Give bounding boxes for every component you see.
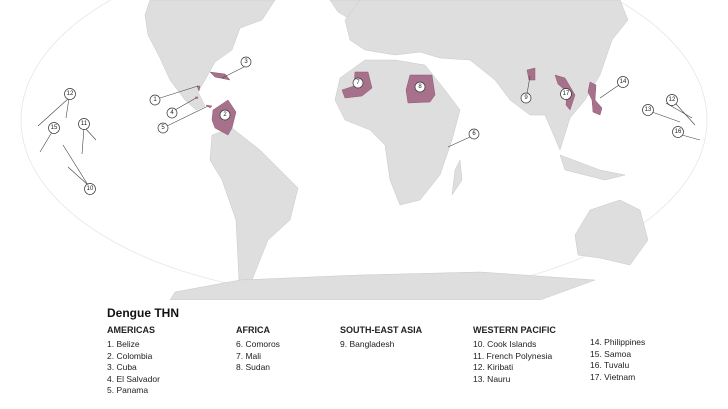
legend-item: 8. Sudan [236,362,271,372]
panama [205,104,213,109]
svg-text:2: 2 [223,112,227,118]
callout-17: 17 [560,88,572,100]
legend-item: 15. Samoa [590,348,632,359]
callout-9: 9 [520,92,532,104]
legend-item: 4. El Salvador [107,373,160,384]
legend-region-south-east-asia: SOUTH-EAST ASIA 9. Bangladesh [340,325,423,349]
legend-region-africa: AFRICA 6. Comoros 7. Mali 8. Sudan [236,325,280,372]
leader-lines [37,65,701,186]
callout-15: 15 [48,122,60,134]
legend-item: 5. Panama [107,385,149,395]
australia [574,199,649,266]
callout-12-east: 12 [666,94,678,106]
callout-11: 11 [78,118,90,130]
legend-item: 11. French Polynesia [473,350,553,361]
svg-text:3: 3 [244,59,248,65]
legend-item: 13. Nauru [473,373,511,384]
callout-8: 8 [414,81,426,93]
svg-text:17: 17 [563,91,570,97]
callout-4: 4 [166,107,178,119]
callout-14: 14 [617,76,629,88]
callout-6: 6 [468,128,480,140]
svg-text:11: 11 [81,121,88,127]
svg-text:4: 4 [170,110,174,116]
callout-5: 5 [157,122,169,134]
svg-text:7: 7 [356,80,360,86]
legend-item: 17. Vietnam [590,371,636,382]
callout-7: 7 [352,77,364,89]
callout-markers: 1 2 3 4 5 6 7 8 9 10 11 12 12 13 14 15 1… [48,56,684,195]
belize [196,85,201,92]
legend-item: 14. Philippines [590,337,646,347]
highlighted-countries [194,67,603,136]
callout-13: 13 [642,104,654,116]
svg-text:12: 12 [669,97,676,103]
legend-region-western-pacific: WESTERN PACIFIC 10. Cook Islands 11. Fre… [473,325,556,384]
svg-text:1: 1 [153,97,157,103]
svg-text:14: 14 [620,79,627,85]
map-legend: Dengue THN AMERICAS 1. Belize 2. Colombi… [107,306,707,395]
callout-12-west: 12 [64,88,76,100]
callout-16: 16 [672,126,684,138]
legend-item: 3. Cuba [107,362,137,372]
antarctica [169,271,596,300]
svg-text:10: 10 [87,186,94,192]
madagascar [451,159,463,196]
svg-text:5: 5 [161,125,165,131]
svg-text:8: 8 [418,84,422,90]
indonesia [559,154,626,181]
svg-text:15: 15 [51,125,58,131]
svg-text:16: 16 [675,129,682,135]
legend-region-americas: AMERICAS 1. Belize 2. Colombia 3. Cuba 4… [107,325,160,395]
legend-item: 2. Colombia [107,350,153,361]
bangladesh [526,67,536,81]
legend-item: 7. Mali [236,350,262,361]
callout-3: 3 [240,56,252,68]
svg-text:12: 12 [67,91,74,97]
svg-text:13: 13 [645,107,652,113]
legend-item: 12. Kiribati [473,362,514,372]
legend-item: 9. Bangladesh [340,339,395,349]
callout-10: 10 [84,183,96,195]
europe-asia [344,0,629,151]
legend-title: Dengue THN [107,306,179,320]
legend-item: 1. Belize [107,339,140,349]
svg-text:9: 9 [524,95,528,101]
world-map: 1 2 3 4 5 6 7 8 9 10 11 12 12 13 14 15 1… [20,0,708,300]
legend-item: 6. Comoros [236,339,280,349]
legend-item: 10. Cook Islands [473,339,537,349]
cuba [209,71,231,81]
legend-item: 16. Tuvalu [590,360,630,370]
vietnam [554,74,576,111]
callout-2: 2 [219,109,231,121]
svg-text:6: 6 [472,131,476,137]
legend-region-western-pacific-cont: 14. Philippines 15. Samoa 16. Tuvalu 17.… [590,337,645,383]
philippines [587,81,603,116]
north-america [144,0,276,111]
callout-1: 1 [149,94,161,106]
